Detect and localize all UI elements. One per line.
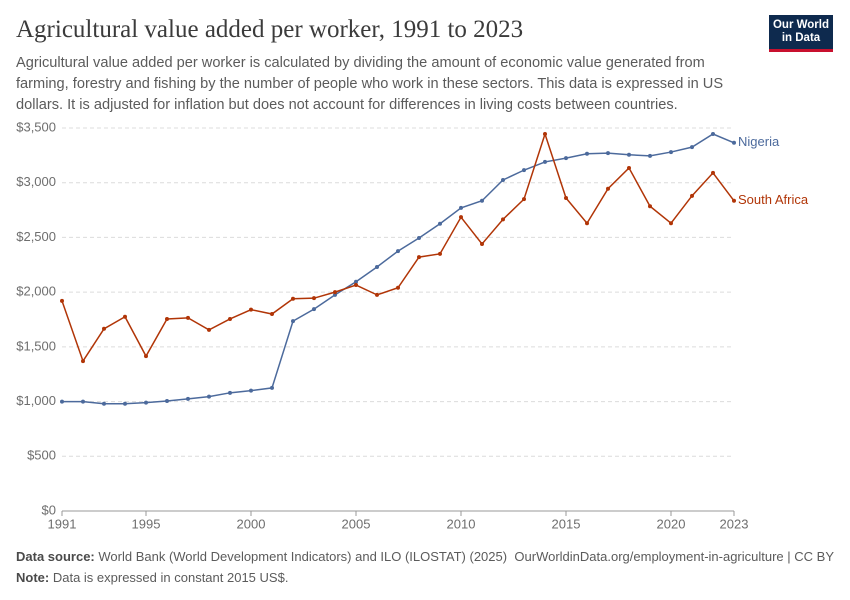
point <box>480 241 484 246</box>
point <box>669 221 673 226</box>
point <box>501 217 505 222</box>
point <box>396 285 400 290</box>
point <box>165 399 169 404</box>
point <box>354 283 358 288</box>
point <box>144 354 148 359</box>
point <box>144 400 148 405</box>
source-label: Data source: <box>16 549 95 564</box>
point <box>543 132 547 137</box>
point <box>438 221 442 226</box>
series-line <box>61 131 735 363</box>
logo[interactable]: Our World in Data <box>769 15 833 52</box>
point <box>732 140 736 145</box>
y-tick-label: $1,000 <box>16 393 56 408</box>
point <box>291 319 295 324</box>
note: Data is expressed in constant 2015 US$. <box>52 570 289 585</box>
point <box>690 145 694 150</box>
x-tick-label: 2000 <box>237 516 266 531</box>
source-line: Data source: World Bank (World Developme… <box>16 549 507 564</box>
point <box>522 197 526 202</box>
chart-title: Agricultural value added per worker, 199… <box>16 16 524 43</box>
point <box>312 307 316 312</box>
series-label: South Africa <box>738 192 809 207</box>
point <box>123 401 127 406</box>
point <box>459 205 463 210</box>
point <box>711 132 715 137</box>
logo-line: Our World <box>772 19 829 31</box>
x-tick-label: 1991 <box>48 516 77 531</box>
x-tick-label: 2005 <box>342 516 371 531</box>
point <box>312 296 316 301</box>
point <box>165 316 169 321</box>
point <box>564 196 568 201</box>
point <box>333 292 337 297</box>
point <box>480 198 484 203</box>
point <box>627 152 631 157</box>
point <box>249 307 253 312</box>
point <box>291 296 295 301</box>
point <box>648 204 652 209</box>
y-tick-label: $3,500 <box>16 119 56 134</box>
point <box>669 150 673 155</box>
y-tick-label: $1,500 <box>16 338 56 353</box>
point <box>438 251 442 256</box>
source: World Bank (World Development Indicators… <box>98 549 508 564</box>
point <box>459 215 463 220</box>
x-tick-label: 2015 <box>552 516 581 531</box>
note-label: Note: <box>16 570 50 585</box>
point <box>522 168 526 173</box>
chart-subtitle: Agricultural value added per worker is c… <box>16 55 724 113</box>
point <box>417 235 421 240</box>
point <box>375 292 379 297</box>
point <box>606 151 610 156</box>
x-tick-label: 2010 <box>447 516 476 531</box>
point <box>333 290 337 295</box>
x-tick-label: 1995 <box>132 516 161 531</box>
point <box>186 396 190 401</box>
point <box>102 326 106 331</box>
point <box>585 151 589 156</box>
point <box>585 221 589 226</box>
point <box>711 170 715 175</box>
point <box>564 156 568 161</box>
series-label: Nigeria <box>738 134 780 149</box>
x-tick-label: 2023 <box>720 516 749 531</box>
point <box>501 177 505 182</box>
point <box>375 264 379 269</box>
point <box>228 390 232 395</box>
point <box>228 316 232 321</box>
point <box>417 255 421 260</box>
point <box>207 394 211 399</box>
point <box>186 315 190 320</box>
point <box>123 314 127 319</box>
x-tick-label: 2020 <box>657 516 686 531</box>
y-tick-label: $0 <box>42 502 56 517</box>
y-tick-label: $3,000 <box>16 174 56 189</box>
point <box>627 165 631 170</box>
point <box>396 249 400 254</box>
point <box>60 399 64 404</box>
point <box>60 298 64 303</box>
y-tick-label: $500 <box>27 448 56 463</box>
y-tick-label: $2,000 <box>16 284 56 299</box>
point <box>81 399 85 404</box>
point <box>543 159 547 164</box>
point <box>648 153 652 158</box>
point <box>270 312 274 317</box>
point <box>207 327 211 332</box>
point <box>690 193 694 198</box>
point <box>732 198 736 203</box>
url[interactable]: OurWorldinData.org/employment-in-agricul… <box>514 549 834 564</box>
y-tick-label: $2,500 <box>16 229 56 244</box>
point <box>81 359 85 364</box>
note-line: Note: Data is expressed in constant 2015… <box>16 570 288 585</box>
point <box>249 388 253 393</box>
point <box>354 279 358 284</box>
point <box>270 385 274 390</box>
point <box>606 186 610 191</box>
point <box>102 401 106 406</box>
logo-line: in Data <box>781 32 821 44</box>
